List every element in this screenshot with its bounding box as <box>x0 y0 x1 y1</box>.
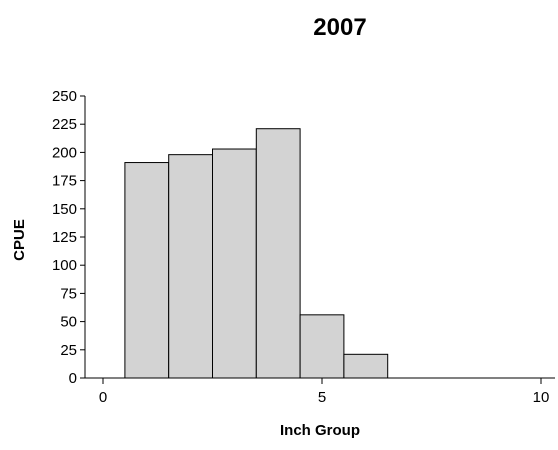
y-tick-label: 175 <box>52 173 77 190</box>
x-tick-label: 5 <box>318 389 326 406</box>
y-tick-label: 25 <box>60 342 77 359</box>
chart-title: 2007 <box>313 14 366 41</box>
x-tick-label: 10 <box>533 389 550 406</box>
x-tick-label: 0 <box>99 389 107 406</box>
y-tick-label: 0 <box>69 370 77 387</box>
y-tick-label: 125 <box>52 229 77 246</box>
bar <box>124 162 170 379</box>
y-tick-label: 100 <box>52 257 77 274</box>
bars-layer <box>124 128 389 379</box>
y-tick-label: 75 <box>60 285 77 302</box>
y-tick-label: 200 <box>52 144 77 161</box>
y-tick-label: 150 <box>52 201 77 218</box>
bar <box>212 148 257 379</box>
bar <box>255 128 301 379</box>
axes-layer: 0 25 50 75 100 125 150 175 200 225 250 0 5 10 <box>52 88 555 406</box>
bar <box>299 314 345 379</box>
bar <box>343 353 389 379</box>
y-axis-title: CPUE <box>11 219 28 261</box>
y-tick-label: 225 <box>52 116 77 133</box>
x-axis-title: Inch Group <box>280 422 360 439</box>
y-tick-label: 50 <box>60 314 77 331</box>
bar <box>168 154 213 379</box>
y-tick-label: 250 <box>52 88 77 105</box>
